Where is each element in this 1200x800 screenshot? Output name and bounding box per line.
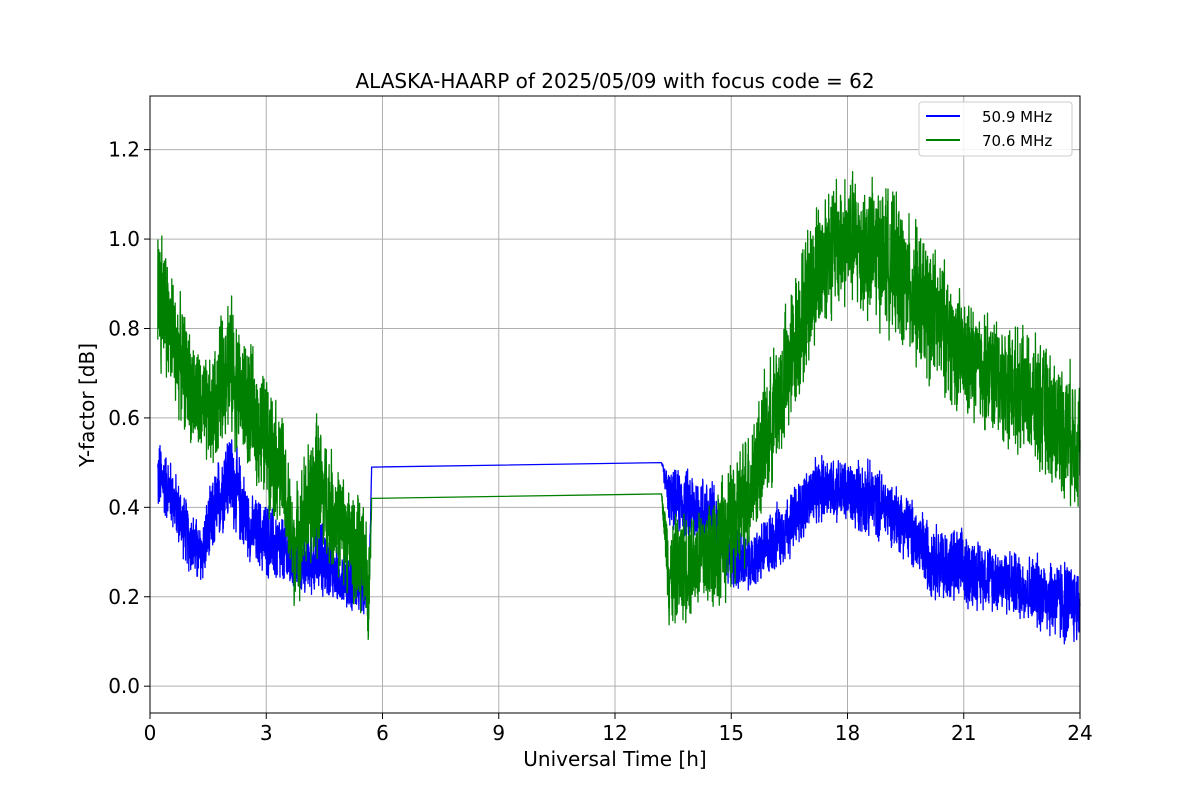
legend-label-50-9-mhz: 50.9 MHz [982,108,1052,126]
legend: 50.9 MHz 70.6 MHz [918,101,1073,157]
x-tick-label: 18 [835,721,860,745]
series-line-70-6-mhz [157,171,1081,641]
y-tick-label: 0.4 [108,495,140,519]
y-tick-label: 1.0 [108,227,140,251]
x-tick-label: 12 [602,721,627,745]
x-tick-label: 0 [144,721,157,745]
series-layer [157,171,1081,645]
y-tick-label: 0.8 [108,316,140,340]
legend-label-70-6-mhz: 70.6 MHz [982,132,1052,150]
x-tick-label: 6 [376,721,389,745]
y-tick-label: 0.0 [108,674,140,698]
series-line-50-9-mhz [157,439,1081,645]
y-tick-label: 0.2 [108,585,140,609]
x-tick-label: 9 [492,721,505,745]
x-tick-label: 21 [951,721,976,745]
chart-title: ALASKA-HAARP of 2025/05/09 with focus co… [355,69,874,93]
y-tick-label: 0.6 [108,406,140,430]
x-tick-label: 15 [719,721,744,745]
x-tick-label: 3 [260,721,273,745]
x-axis: 0 3 6 9 12 15 18 21 24 [144,713,1093,745]
x-axis-label: Universal Time [h] [523,747,706,771]
y-axis-label: Y-factor [dB] [75,343,99,468]
y-axis: 0.0 0.2 0.4 0.6 0.8 1.0 1.2 [108,138,150,698]
x-tick-label: 24 [1067,721,1092,745]
y-tick-label: 1.2 [108,138,140,162]
